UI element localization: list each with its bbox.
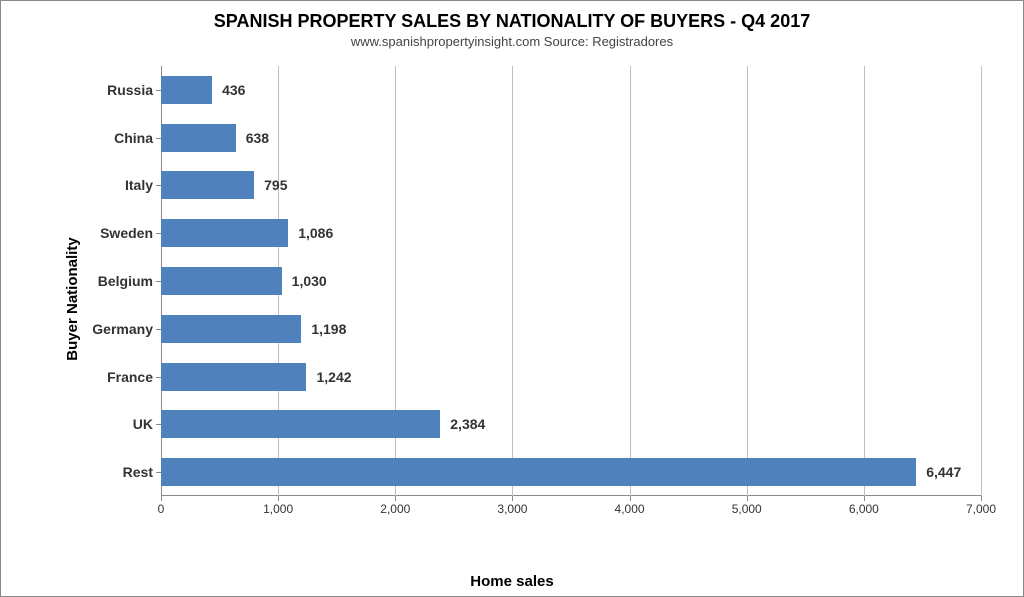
x-tick-mark [278, 496, 279, 501]
y-category-label: Sweden [100, 225, 153, 241]
x-tick-mark [161, 496, 162, 501]
y-tick-mark [156, 90, 161, 91]
bar-value-label: 1,198 [311, 321, 346, 337]
y-tick-mark [156, 329, 161, 330]
bar [161, 363, 306, 391]
x-tick-mark [864, 496, 865, 501]
y-tick-mark [156, 233, 161, 234]
x-tick-label: 5,000 [732, 502, 762, 516]
y-tick-mark [156, 424, 161, 425]
bar [161, 76, 212, 104]
gridline [981, 66, 982, 496]
x-tick-label: 3,000 [497, 502, 527, 516]
y-tick-mark [156, 472, 161, 473]
chart-title: SPANISH PROPERTY SALES BY NATIONALITY OF… [1, 1, 1023, 32]
x-tick-mark [395, 496, 396, 501]
bar-row: 436 [161, 76, 212, 104]
y-category-label: Rest [123, 464, 153, 480]
y-category-label: France [107, 369, 153, 385]
x-axis-title: Home sales [470, 573, 553, 590]
bar-value-label: 1,086 [298, 225, 333, 241]
x-tick-mark [747, 496, 748, 501]
y-tick-mark [156, 138, 161, 139]
bar-value-label: 795 [264, 177, 287, 193]
bar-value-label: 638 [246, 130, 269, 146]
bar [161, 171, 254, 199]
x-tick-label: 0 [158, 502, 165, 516]
bar-row: 1,198 [161, 315, 301, 343]
y-category-label: Belgium [98, 273, 153, 289]
plot-area: 01,0002,0003,0004,0005,0006,0007,0004366… [161, 66, 981, 536]
bar-row: 2,384 [161, 410, 440, 438]
y-tick-mark [156, 281, 161, 282]
bar-value-label: 436 [222, 82, 245, 98]
x-tick-label: 4,000 [615, 502, 645, 516]
chart-container: SPANISH PROPERTY SALES BY NATIONALITY OF… [0, 0, 1024, 597]
bar-row: 1,242 [161, 363, 306, 391]
y-category-label: Russia [107, 82, 153, 98]
bar [161, 458, 916, 486]
x-tick-mark [630, 496, 631, 501]
bar-value-label: 6,447 [926, 464, 961, 480]
bar [161, 267, 282, 295]
y-tick-mark [156, 185, 161, 186]
x-tick-mark [981, 496, 982, 501]
y-category-label: Germany [92, 321, 153, 337]
x-tick-label: 7,000 [966, 502, 996, 516]
bar-value-label: 2,384 [450, 416, 485, 432]
bar-row: 795 [161, 171, 254, 199]
gridline [630, 66, 631, 496]
bar-value-label: 1,030 [292, 273, 327, 289]
bar-row: 1,030 [161, 267, 282, 295]
bar [161, 124, 236, 152]
bar-row: 638 [161, 124, 236, 152]
y-axis-title: Buyer Nationality [64, 237, 81, 360]
y-category-label: Italy [125, 177, 153, 193]
bar-value-label: 1,242 [316, 369, 351, 385]
x-axis-line [161, 495, 981, 496]
bar [161, 315, 301, 343]
x-tick-label: 1,000 [263, 502, 293, 516]
x-tick-label: 6,000 [849, 502, 879, 516]
gridline [512, 66, 513, 496]
chart-subtitle: www.spanishpropertyinsight.com Source: R… [1, 34, 1023, 49]
x-tick-mark [512, 496, 513, 501]
bar [161, 219, 288, 247]
bar-row: 6,447 [161, 458, 916, 486]
y-category-label: UK [133, 416, 153, 432]
x-tick-label: 2,000 [380, 502, 410, 516]
gridline [747, 66, 748, 496]
y-category-label: China [114, 130, 153, 146]
y-tick-mark [156, 377, 161, 378]
gridline [864, 66, 865, 496]
bar [161, 410, 440, 438]
bar-row: 1,086 [161, 219, 288, 247]
